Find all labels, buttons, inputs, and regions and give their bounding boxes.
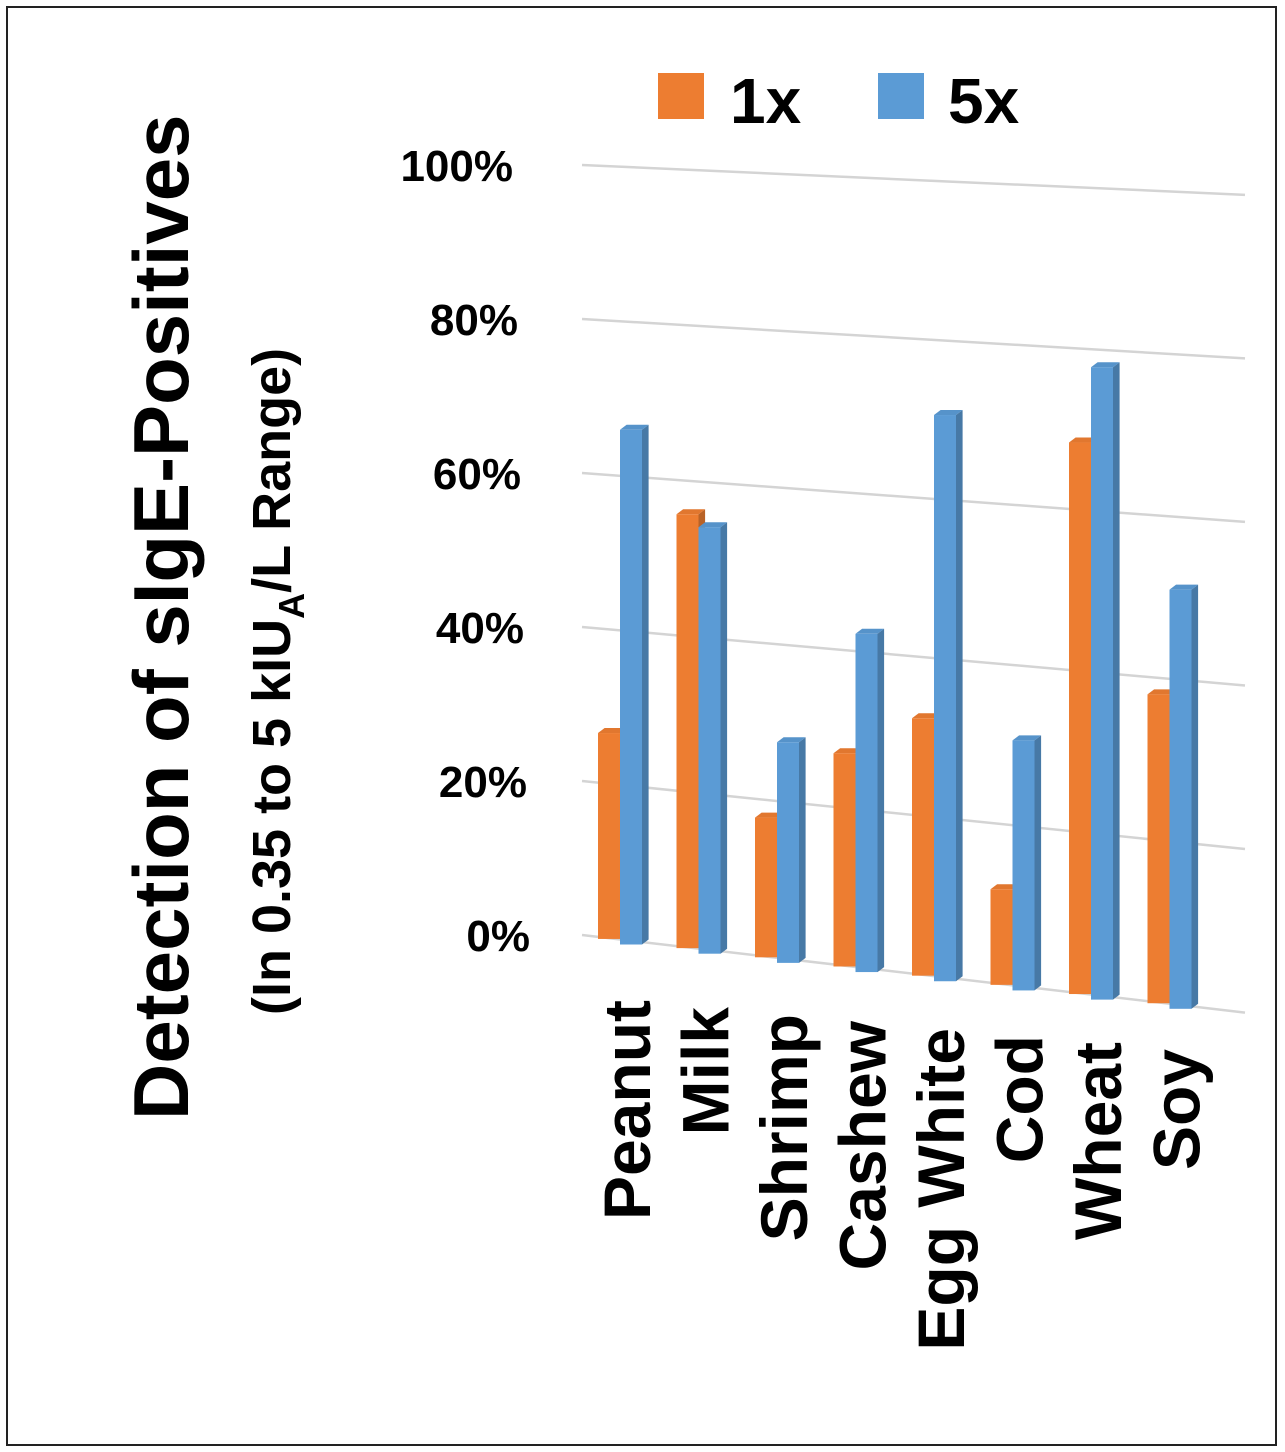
- bar-front: [777, 742, 799, 963]
- bar-front: [833, 753, 856, 967]
- bar-top: [1169, 584, 1199, 590]
- bar-side: [1191, 584, 1199, 1009]
- bar-front: [934, 415, 956, 982]
- x-label-peanut: Peanut: [590, 1000, 664, 1220]
- bar-egg-white-5x: [934, 410, 963, 982]
- bar-front: [1169, 589, 1192, 1009]
- bar-side: [1113, 362, 1120, 1000]
- y-axis-subtitle-post: /L Range): [242, 348, 302, 593]
- y-tick-60-: 60%: [433, 450, 521, 499]
- bar-front: [1147, 694, 1170, 1004]
- bar-shrimp-5x: [777, 737, 806, 963]
- y-tick-100-: 100%: [400, 142, 513, 191]
- bar-top: [698, 522, 728, 528]
- bar-top: [990, 884, 1020, 890]
- y-tick-0-: 0%: [466, 912, 530, 961]
- bar-side: [1034, 735, 1042, 991]
- legend-swatch-1x: [658, 73, 704, 119]
- gridline-80-: [581, 317, 1246, 360]
- bar-top: [755, 812, 784, 818]
- legend-swatch-5x: [878, 73, 924, 119]
- bar-top: [1069, 437, 1098, 443]
- bar-side: [720, 522, 728, 954]
- bar-top: [855, 628, 885, 634]
- bar-soy-5x: [1169, 584, 1199, 1009]
- bars: [598, 362, 1199, 1009]
- y-tick-40-: 40%: [436, 604, 524, 653]
- bar-milk-5x: [698, 522, 728, 954]
- bar-top: [777, 737, 806, 743]
- bar-top: [598, 728, 627, 734]
- bar-top: [620, 424, 649, 430]
- bar-front: [855, 633, 878, 973]
- legend-label-1x: 1x: [730, 65, 802, 137]
- bar-side: [799, 737, 806, 963]
- bar-front: [620, 429, 642, 945]
- x-label-cod: Cod: [983, 1035, 1057, 1163]
- bar-cod-5x: [1012, 735, 1042, 991]
- y-tick-labels: 0% 20% 40% 60% 80% 100%: [400, 142, 530, 961]
- bar-top: [1091, 362, 1120, 368]
- x-label-wheat: Wheat: [1061, 1042, 1135, 1240]
- bar-side: [642, 424, 649, 945]
- bar-wheat-5x: [1091, 362, 1120, 1000]
- bar-top: [1012, 735, 1042, 741]
- y-tick-80-: 80%: [430, 296, 518, 345]
- x-label-shrimp: Shrimp: [747, 1014, 821, 1241]
- bar-peanut-5x: [620, 424, 649, 945]
- bar-front: [912, 718, 934, 976]
- legend-label-5x: 5x: [948, 65, 1020, 137]
- category-labels: Peanut Milk Shrimp Cashew Egg White Cod Wheat S…: [590, 1000, 1214, 1351]
- gridline-100-: [581, 163, 1246, 197]
- x-label-milk: Milk: [669, 1007, 743, 1136]
- x-label-egg-white: Egg White: [904, 1028, 978, 1351]
- bar-front: [598, 733, 620, 939]
- bar-front: [990, 889, 1013, 985]
- bar-front: [676, 514, 699, 949]
- x-label-cashew: Cashew: [826, 1020, 900, 1270]
- y-tick-20-: 20%: [439, 758, 527, 807]
- bar-front: [698, 527, 721, 954]
- bar-cashew-5x: [855, 628, 885, 973]
- bar-front: [1091, 367, 1113, 1000]
- bar-top: [833, 748, 863, 754]
- y-axis-subtitle: (In 0.35 to 5 kIUA/L Range): [242, 348, 312, 1015]
- legend: 1x 5x: [658, 65, 1020, 137]
- y-axis-subtitle-pre: (In 0.35 to 5 kIU: [242, 619, 302, 1015]
- bar-top: [934, 410, 963, 416]
- bar-front: [755, 817, 777, 958]
- bar-top: [676, 509, 706, 515]
- y-axis-subtitle-sub: A: [271, 593, 312, 619]
- bar-front: [1069, 442, 1091, 995]
- bar-front: [1012, 740, 1035, 991]
- y-axis-title: Detection of sIgE-Positives: [117, 114, 205, 1120]
- bar-side: [956, 410, 963, 982]
- bar-top: [1147, 689, 1177, 695]
- gridline-60-: [581, 471, 1246, 524]
- bar-side: [877, 628, 885, 973]
- bar-top: [912, 713, 941, 719]
- x-label-soy: Soy: [1140, 1049, 1214, 1170]
